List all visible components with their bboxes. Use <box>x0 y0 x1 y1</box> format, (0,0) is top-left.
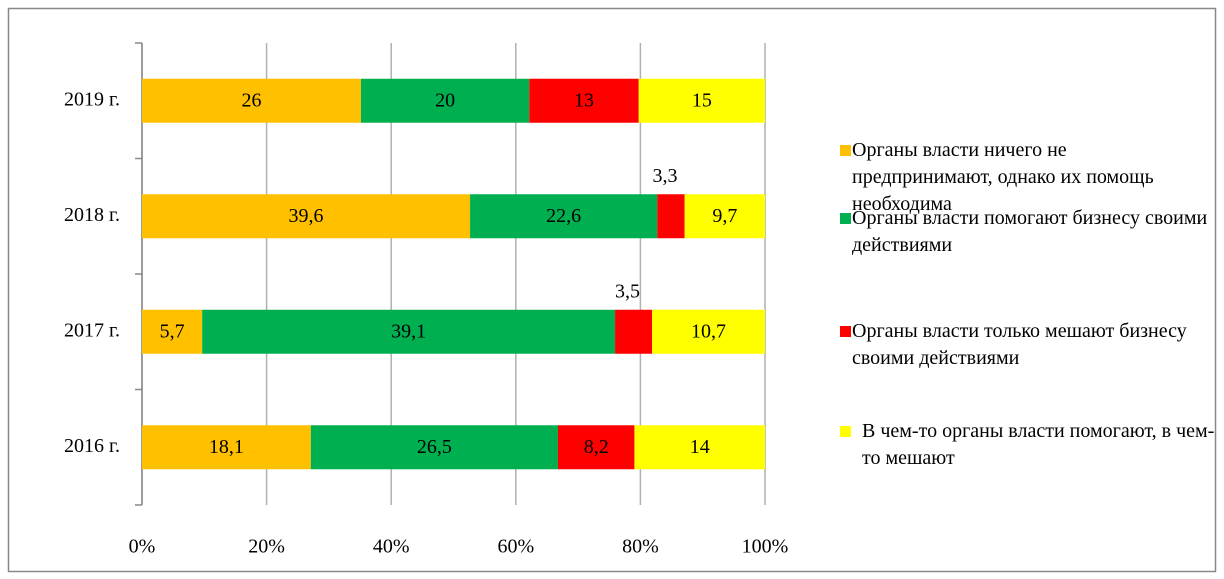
bar-segment <box>638 78 765 123</box>
data-label: 3,3 <box>652 165 677 187</box>
x-tick-label: 0% <box>129 536 156 558</box>
bar-segment <box>652 309 765 354</box>
x-tick-label: 80% <box>622 536 659 558</box>
legend-label: В чем-то органы власти помогают, в чем-т… <box>862 420 1215 469</box>
bar-segment <box>142 78 361 123</box>
x-tick-label: 100% <box>742 536 789 558</box>
data-label: 5,7 <box>160 320 185 342</box>
data-label: 39,6 <box>289 205 324 227</box>
bar-segment <box>529 78 639 123</box>
y-tick-label: 2017 г. <box>64 319 120 341</box>
legend-label: Органы власти только мешают бизнесу свои… <box>852 320 1187 369</box>
data-label: 15 <box>692 89 712 111</box>
legend-label: Органы власти ничего не предпринимают, о… <box>852 139 1154 215</box>
bar-segment <box>310 425 558 470</box>
bar-segment <box>657 194 685 239</box>
legend-label: Органы власти помогают бизнесу своими де… <box>852 207 1208 256</box>
data-label: 9,7 <box>712 205 737 227</box>
legend-swatch <box>840 213 851 224</box>
data-label: 26 <box>241 89 261 111</box>
bar-segment <box>142 194 471 239</box>
bar-segment <box>360 78 530 123</box>
legend-swatch <box>840 426 851 437</box>
y-tick-label: 2016 г. <box>64 435 120 457</box>
data-label: 13 <box>574 89 594 111</box>
bar-segment <box>470 194 658 239</box>
x-tick-label: 20% <box>248 536 285 558</box>
data-label: 3,5 <box>615 280 640 302</box>
data-label: 26,5 <box>417 436 452 458</box>
bar-segment <box>684 194 765 239</box>
bar-segment <box>634 425 765 470</box>
y-tick-label: 2019 г. <box>64 88 120 110</box>
bar-segment <box>142 309 203 354</box>
data-label: 18,1 <box>209 436 244 458</box>
bar-segment <box>557 425 635 470</box>
data-label: 20 <box>435 89 455 111</box>
legend-swatch <box>840 326 851 337</box>
x-tick-label: 40% <box>373 536 410 558</box>
data-label: 22,6 <box>546 205 581 227</box>
bar-segment <box>615 309 653 354</box>
data-label: 10,7 <box>691 320 726 342</box>
bar-segment <box>202 309 616 354</box>
legend-swatch <box>840 145 851 156</box>
x-tick-label: 60% <box>497 536 534 558</box>
data-label: 14 <box>690 436 710 458</box>
data-label: 39,1 <box>391 320 426 342</box>
data-label: 8,2 <box>584 436 609 458</box>
bar-segment <box>142 425 311 470</box>
y-tick-label: 2018 г. <box>64 204 120 226</box>
